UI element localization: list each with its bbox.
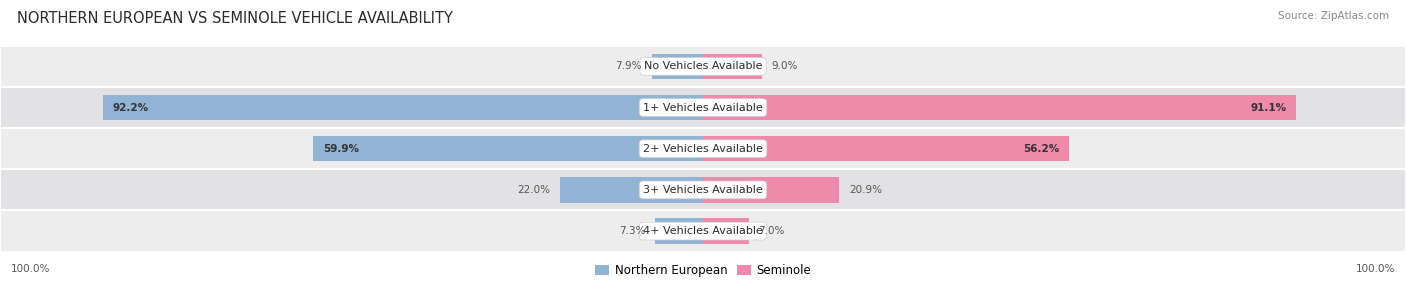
Bar <box>655 218 703 244</box>
Bar <box>560 177 703 203</box>
Text: 2+ Vehicles Available: 2+ Vehicles Available <box>643 144 763 154</box>
Bar <box>703 53 762 79</box>
Bar <box>651 53 703 79</box>
Text: Source: ZipAtlas.com: Source: ZipAtlas.com <box>1278 11 1389 21</box>
FancyBboxPatch shape <box>0 169 1406 210</box>
Text: 22.0%: 22.0% <box>517 185 550 195</box>
Legend: Northern European, Seminole: Northern European, Seminole <box>595 264 811 277</box>
Text: 4+ Vehicles Available: 4+ Vehicles Available <box>643 226 763 236</box>
Text: 1+ Vehicles Available: 1+ Vehicles Available <box>643 103 763 112</box>
Bar <box>314 136 703 162</box>
Text: 100.0%: 100.0% <box>11 264 51 274</box>
Bar <box>703 177 839 203</box>
Text: 3+ Vehicles Available: 3+ Vehicles Available <box>643 185 763 195</box>
Bar <box>103 95 703 120</box>
Bar <box>703 95 1296 120</box>
Text: 56.2%: 56.2% <box>1022 144 1059 154</box>
Text: NORTHERN EUROPEAN VS SEMINOLE VEHICLE AVAILABILITY: NORTHERN EUROPEAN VS SEMINOLE VEHICLE AV… <box>17 11 453 26</box>
Bar <box>703 136 1069 162</box>
FancyBboxPatch shape <box>0 210 1406 252</box>
Text: 100.0%: 100.0% <box>1355 264 1395 274</box>
Text: 59.9%: 59.9% <box>323 144 359 154</box>
Text: 91.1%: 91.1% <box>1250 103 1286 112</box>
Text: 92.2%: 92.2% <box>112 103 149 112</box>
FancyBboxPatch shape <box>0 46 1406 87</box>
Text: 7.9%: 7.9% <box>616 61 641 71</box>
Text: 9.0%: 9.0% <box>772 61 797 71</box>
FancyBboxPatch shape <box>0 128 1406 169</box>
Bar <box>703 218 748 244</box>
Text: 20.9%: 20.9% <box>849 185 882 195</box>
Text: 7.3%: 7.3% <box>619 226 645 236</box>
Text: 7.0%: 7.0% <box>758 226 785 236</box>
Text: No Vehicles Available: No Vehicles Available <box>644 61 762 71</box>
FancyBboxPatch shape <box>0 87 1406 128</box>
